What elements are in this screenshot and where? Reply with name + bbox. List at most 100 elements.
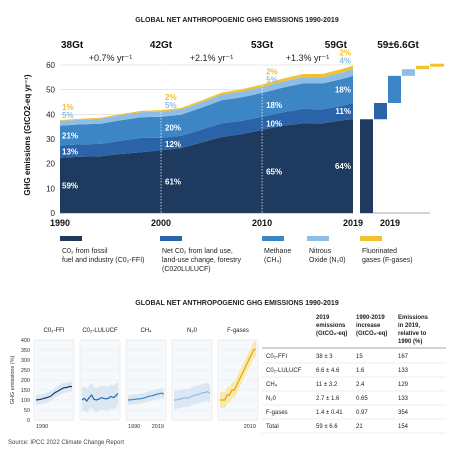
bar-total-label: 59±6.6Gt bbox=[377, 40, 419, 51]
panel-uncertainty-band bbox=[128, 388, 164, 405]
share-label-ch4: 18% bbox=[266, 101, 282, 110]
x-tick-label: 2010 bbox=[252, 218, 272, 228]
table-cell: 129 bbox=[398, 382, 409, 388]
mini-y-tick-label: 150 bbox=[21, 388, 30, 394]
share-label-co2_lulucf: 10% bbox=[266, 119, 282, 128]
mini-x-tick-label: 1990 bbox=[128, 424, 140, 430]
bar-segment-ch4 bbox=[388, 75, 401, 103]
table-cell: 1.4 ± 0.41 bbox=[316, 410, 343, 416]
table-cell: Total bbox=[266, 424, 279, 430]
legend-label: (CH₄) bbox=[264, 257, 282, 264]
mini-y-tick-label: 350 bbox=[21, 348, 30, 354]
table-cell: 2.7 ± 1.6 bbox=[316, 396, 340, 402]
total-label: 53Gt bbox=[251, 40, 274, 51]
panel-label: CH₄ bbox=[140, 328, 152, 334]
table-cell: 167 bbox=[398, 354, 409, 360]
share-label-ch4: 18% bbox=[335, 85, 351, 94]
panel-label: C0₂-LULUCF bbox=[82, 328, 118, 334]
panel-ch4: CH₄ bbox=[125, 328, 167, 421]
growth-rate-label: +2.1% yr⁻¹ bbox=[190, 53, 234, 63]
table-cell: 154 bbox=[398, 424, 409, 430]
main-chart-axes: 0 10 20 30 40 50 60 1990 2000 2010 2019 bbox=[46, 61, 363, 228]
share-label-n2o: 5% bbox=[165, 101, 177, 110]
table-cell: 133 bbox=[398, 396, 409, 402]
mini-y-tick-label: 0 bbox=[27, 418, 30, 424]
y-tick-label: 10 bbox=[46, 184, 55, 193]
panel-fgases: F-gases bbox=[217, 328, 259, 421]
area-ch4 bbox=[60, 75, 353, 146]
legend-swatch-co2_lulucf bbox=[160, 236, 182, 241]
share-label-co2_ffi: 64% bbox=[335, 162, 351, 171]
table-header: emissions bbox=[316, 323, 346, 329]
legend-label: (C020LULUCF) bbox=[162, 266, 211, 273]
share-label-co2_ffi: 59% bbox=[62, 181, 78, 190]
y-tick-label: 40 bbox=[46, 110, 55, 119]
bar-segment-co2_ffi bbox=[360, 119, 373, 213]
share-label-fgases: 1% bbox=[62, 103, 74, 112]
share-label-co2_lulucf: 12% bbox=[165, 140, 181, 149]
table-cell: 6.6 ± 4.6 bbox=[316, 368, 340, 374]
y-tick-label: 60 bbox=[46, 61, 55, 70]
bar-segment-n2o bbox=[402, 69, 415, 76]
mini-y-tick-label: 300 bbox=[21, 358, 30, 364]
mini-y-tick-label: 200 bbox=[21, 378, 30, 384]
y-tick-label: 0 bbox=[51, 209, 56, 218]
legend-label: land-use change, forestry bbox=[162, 257, 241, 264]
table-header: Emissions bbox=[398, 315, 429, 321]
table-header: 1990-2019 bbox=[356, 315, 385, 321]
x-tick-label: 2019 bbox=[343, 218, 363, 228]
main-chart-areas bbox=[60, 65, 353, 213]
legend-swatch-fgases bbox=[360, 236, 382, 241]
mini-x-tick-label: 2019 bbox=[152, 424, 164, 430]
panel-n2o: N₂0 bbox=[171, 328, 213, 421]
table-header: relative to bbox=[398, 331, 427, 337]
table-header: in 2019, bbox=[398, 323, 420, 329]
mini-y-tick-label: 400 bbox=[21, 338, 30, 344]
panel-uncertainty-band bbox=[82, 381, 118, 413]
main-chart-labels: 38Gt 42Gt 53Gt 59Gt +0.7% yr⁻¹ +2.1% yr⁻¹ +1.3… bbox=[61, 40, 351, 190]
share-label-co2_ffi: 61% bbox=[165, 178, 181, 187]
legend: C0₂ from fossil fuel and industry (C0₂-FF… bbox=[60, 236, 413, 273]
table-header: 2019 bbox=[316, 315, 330, 321]
y-tick-label: 50 bbox=[46, 86, 55, 95]
table-header: (GtCO₂-eq) bbox=[316, 331, 347, 337]
legend-label: Oxide (N₂0) bbox=[309, 257, 346, 264]
table-cell: 2.4 bbox=[356, 382, 365, 388]
table-header: increase bbox=[356, 323, 381, 329]
emissions-table: 2019 emissions (GtCO₂-eq) 1990-2019 increase… bbox=[262, 315, 446, 434]
mini-y-tick-label: 100 bbox=[21, 398, 30, 404]
table-cell: F-gases bbox=[266, 410, 288, 416]
table-header: (GtCO₂-eq) bbox=[356, 331, 387, 337]
bar-segment-co2_lulucf bbox=[374, 102, 387, 120]
legend-label: fuel and industry (C0₂-FFI) bbox=[62, 257, 144, 264]
panel-line bbox=[127, 392, 165, 401]
table-cell: C0₂-LULUCF bbox=[266, 368, 302, 374]
x-tick-label: 2000 bbox=[151, 218, 171, 228]
table-cell: 15 bbox=[356, 354, 363, 360]
share-label-ch4: 21% bbox=[62, 132, 78, 141]
table-cell: 11 ± 3.2 bbox=[316, 382, 338, 388]
main-chart-title: GLOBAL NET ANTHROPOGENIC GHG EMISSIONS 1… bbox=[135, 17, 339, 24]
table-cell: CH₄ bbox=[266, 382, 278, 388]
y-tick-label: 30 bbox=[46, 135, 55, 144]
table-cell: 0.97 bbox=[356, 410, 368, 416]
y-tick-label: 20 bbox=[46, 160, 55, 169]
total-label: 38Gt bbox=[61, 40, 84, 51]
x-tick-label: 1990 bbox=[50, 218, 70, 228]
table-cell: 1.6 bbox=[356, 368, 365, 374]
main-chart-year-guides bbox=[160, 61, 263, 213]
bar-x-tick-label: 2019 bbox=[380, 218, 400, 228]
uncertainty-bar-chart: 59±6.6Gt 2019 bbox=[360, 40, 444, 228]
mini-y-tick-label: 250 bbox=[21, 368, 30, 374]
table-cell: 38 ± 3 bbox=[316, 354, 333, 360]
bar-segment-total-cap bbox=[430, 63, 444, 67]
legend-label: Nitrous bbox=[309, 248, 332, 255]
area-co2_lulucf bbox=[60, 103, 353, 158]
table-cell: 21 bbox=[356, 424, 363, 430]
share-label-fgases: 2% bbox=[165, 93, 177, 102]
main-y-axis-label: GHG emissions (GtCO2-eq yr⁻¹) bbox=[23, 74, 32, 195]
panel-line bbox=[81, 392, 119, 402]
legend-swatch-co2_ffi bbox=[60, 236, 82, 241]
legend-label: Net C0₂ from land use, bbox=[162, 248, 233, 255]
mini-y-tick-label: 50 bbox=[24, 408, 30, 414]
